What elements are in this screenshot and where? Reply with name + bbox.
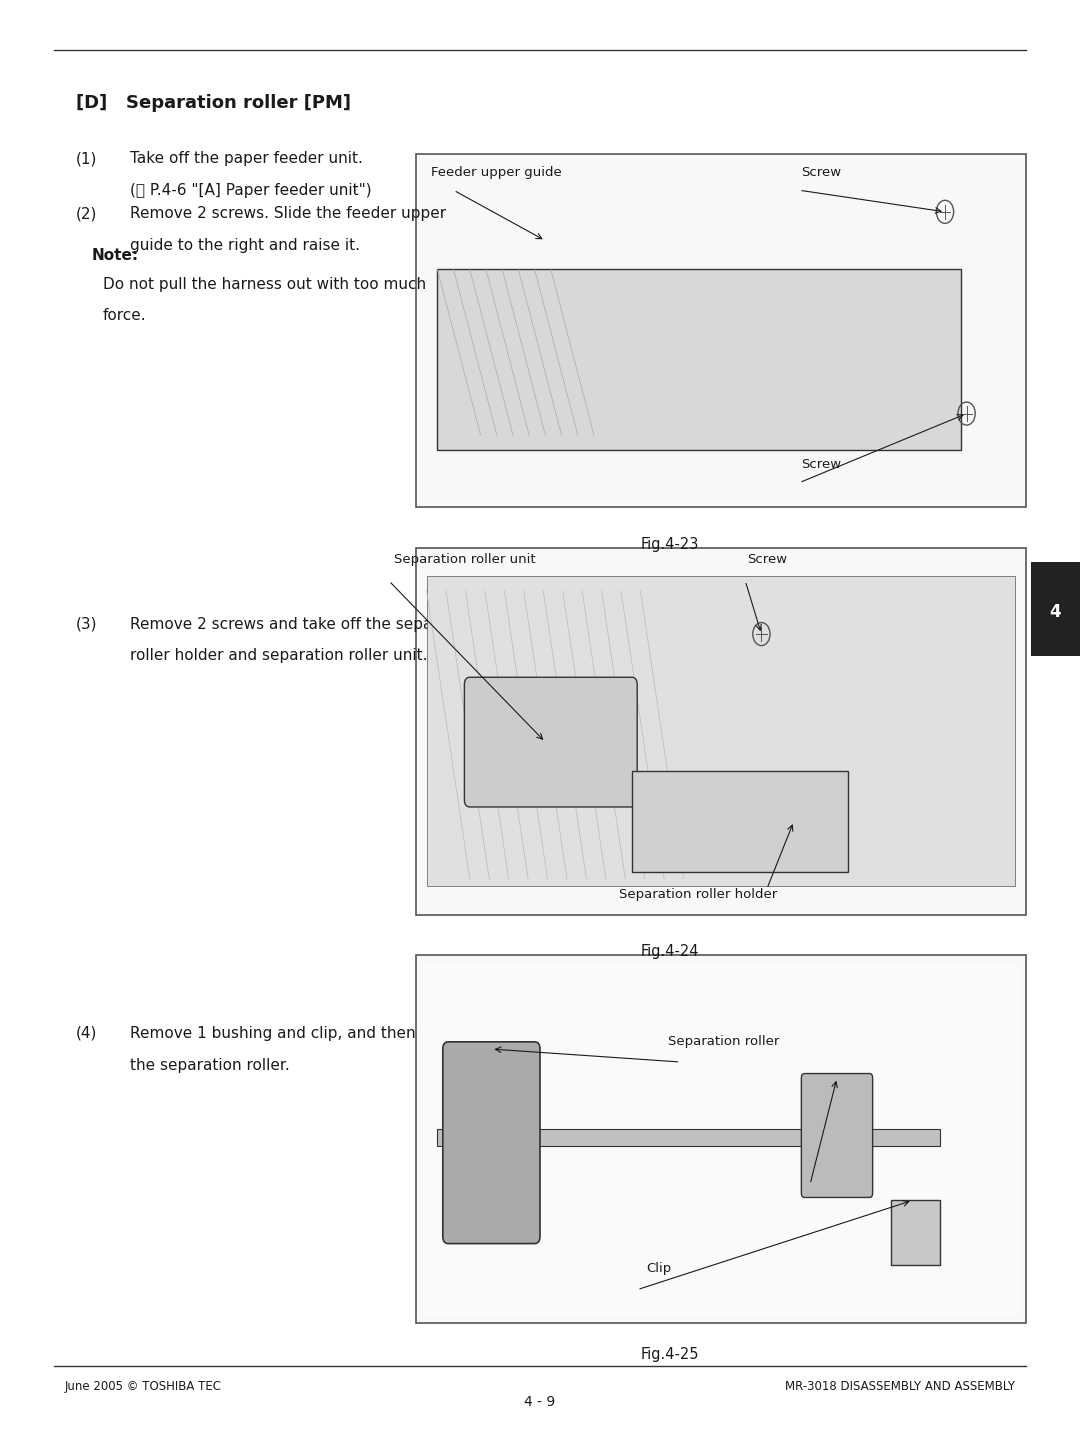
Text: (1): (1) [76, 151, 97, 166]
Text: force.: force. [103, 308, 146, 323]
Text: Feeder upper guide: Feeder upper guide [431, 166, 563, 179]
FancyBboxPatch shape [437, 1130, 940, 1147]
Text: Screw: Screw [800, 166, 841, 179]
FancyBboxPatch shape [1031, 562, 1080, 656]
Text: (4): (4) [76, 1026, 97, 1040]
Text: [D]   Separation roller [PM]: [D] Separation roller [PM] [76, 94, 351, 111]
FancyBboxPatch shape [801, 1074, 873, 1197]
Text: Separation roller unit: Separation roller unit [393, 553, 536, 566]
Text: MR-3018 DISASSEMBLY AND ASSEMBLY: MR-3018 DISASSEMBLY AND ASSEMBLY [785, 1379, 1015, 1393]
Text: (2): (2) [76, 206, 97, 220]
Text: the separation roller.: the separation roller. [130, 1058, 289, 1072]
Text: Note:: Note: [92, 248, 139, 262]
Text: 4 - 9: 4 - 9 [525, 1395, 555, 1409]
Text: Fig.4-24: Fig.4-24 [640, 944, 699, 958]
Text: Bushing: Bushing [815, 1157, 869, 1170]
Text: Take off the paper feeder unit.: Take off the paper feeder unit. [130, 151, 363, 166]
FancyBboxPatch shape [416, 154, 1026, 507]
Text: 4: 4 [1050, 604, 1061, 621]
Text: Remove 2 screws. Slide the feeder upper: Remove 2 screws. Slide the feeder upper [130, 206, 446, 220]
FancyBboxPatch shape [443, 1042, 540, 1244]
FancyBboxPatch shape [427, 576, 1015, 886]
Text: guide to the right and raise it.: guide to the right and raise it. [130, 238, 360, 252]
Text: Screw: Screw [800, 458, 841, 471]
Text: roller holder and separation roller unit.: roller holder and separation roller unit… [130, 648, 427, 663]
Text: Separation roller holder: Separation roller holder [619, 888, 778, 901]
Text: Screw: Screw [746, 553, 787, 566]
Text: Clip: Clip [646, 1262, 672, 1275]
FancyBboxPatch shape [891, 1200, 940, 1265]
FancyBboxPatch shape [416, 548, 1026, 915]
Text: Remove 1 bushing and clip, and then take off: Remove 1 bushing and clip, and then take… [130, 1026, 478, 1040]
FancyBboxPatch shape [464, 677, 637, 807]
Text: Fig.4-25: Fig.4-25 [640, 1347, 699, 1362]
Text: Fig.4-23: Fig.4-23 [640, 537, 699, 552]
FancyBboxPatch shape [632, 771, 848, 872]
Text: Remove 2 screws and take off the separation: Remove 2 screws and take off the separat… [130, 617, 477, 631]
Text: (3): (3) [76, 617, 97, 631]
Text: (⌹ P.4-6 "[A] Paper feeder unit"): (⌹ P.4-6 "[A] Paper feeder unit") [130, 183, 372, 197]
FancyBboxPatch shape [437, 269, 961, 450]
Text: Do not pull the harness out with too much: Do not pull the harness out with too muc… [103, 277, 426, 291]
FancyBboxPatch shape [421, 963, 1021, 1316]
FancyBboxPatch shape [416, 955, 1026, 1323]
Text: June 2005 © TOSHIBA TEC: June 2005 © TOSHIBA TEC [65, 1379, 221, 1393]
Text: Separation roller: Separation roller [667, 1035, 780, 1048]
